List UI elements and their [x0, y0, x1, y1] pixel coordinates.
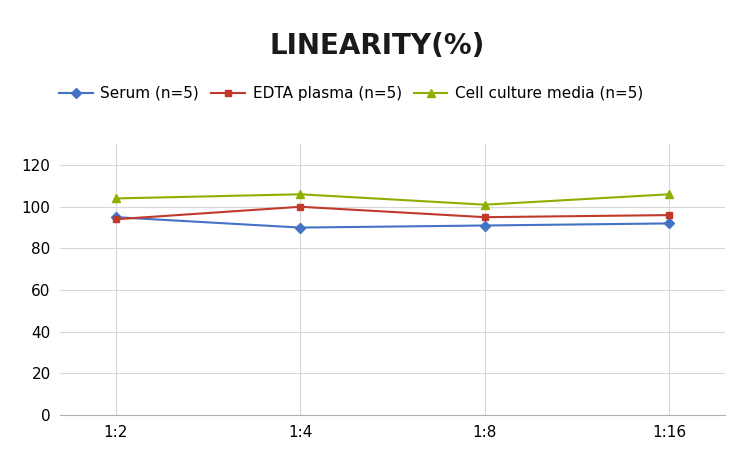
- EDTA plasma (n=5): [665, 212, 674, 218]
- Legend: Serum (n=5), EDTA plasma (n=5), Cell culture media (n=5): Serum (n=5), EDTA plasma (n=5), Cell cul…: [53, 80, 649, 107]
- Serum (n=5): [665, 221, 674, 226]
- EDTA plasma (n=5): [480, 215, 489, 220]
- Cell culture media (n=5): [665, 192, 674, 197]
- EDTA plasma (n=5): [111, 216, 120, 222]
- Cell culture media (n=5): [296, 192, 305, 197]
- Text: LINEARITY(%): LINEARITY(%): [270, 32, 485, 60]
- Serum (n=5): [111, 215, 120, 220]
- Serum (n=5): [296, 225, 305, 230]
- Cell culture media (n=5): [111, 196, 120, 201]
- Line: Serum (n=5): Serum (n=5): [112, 214, 673, 231]
- Serum (n=5): [480, 223, 489, 228]
- Cell culture media (n=5): [480, 202, 489, 207]
- Line: Cell culture media (n=5): Cell culture media (n=5): [112, 190, 673, 209]
- EDTA plasma (n=5): [296, 204, 305, 209]
- Line: EDTA plasma (n=5): EDTA plasma (n=5): [112, 203, 673, 223]
